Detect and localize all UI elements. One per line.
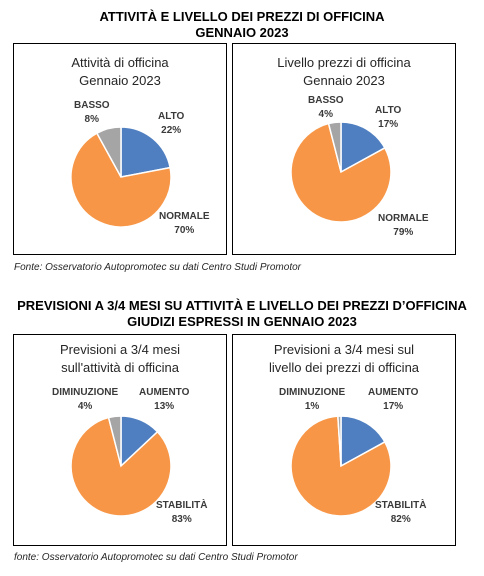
value-label: 4%: [77, 401, 93, 412]
category-label: BASSO: [74, 100, 110, 111]
chart-title: Previsioni a 3/4 mesi sull'attività di o…: [14, 341, 226, 377]
chart-title-line2: livello dei prezzi di officina: [268, 360, 420, 375]
chart-panel-3: Previsioni a 3/4 mesi sull'attività di o…: [13, 334, 227, 546]
category-label: STABILITÀ: [375, 500, 427, 511]
section1-title-line2: GENNAIO 2023: [195, 25, 289, 40]
chart-title: Previsioni a 3/4 mesi sul livello dei pr…: [233, 341, 455, 377]
value-label: 82%: [390, 514, 411, 525]
chart-title-line1: Attività di officina: [71, 55, 169, 70]
category-label: ALTO: [375, 105, 402, 116]
category-label: DIMINUZIONE: [52, 387, 119, 398]
data-label-low: BASSO 8%: [74, 99, 110, 127]
pie-chart: [70, 415, 172, 517]
data-label-stable: STABILITÀ 82%: [375, 499, 426, 527]
pie-slice-third: [327, 121, 342, 173]
data-label-high: ALTO 17%: [375, 104, 401, 132]
chart-panel-2: Livello prezzi di officina Gennaio 2023 …: [232, 43, 456, 255]
section2-title-line2: GIUDIZI ESPRESSI IN GENNAIO 2023: [127, 314, 357, 329]
chart-title-line2: Gennaio 2023: [79, 73, 161, 88]
chart-title: Livello prezzi di officina Gennaio 2023: [233, 54, 455, 90]
data-label-increase: AUMENTO 13%: [139, 386, 189, 414]
category-label: AUMENTO: [139, 387, 190, 398]
category-label: NORMALE: [378, 213, 429, 224]
category-label: NORMALE: [159, 211, 210, 222]
chart-title: Attività di officina Gennaio 2023: [14, 54, 226, 90]
data-label-high: ALTO 22%: [158, 110, 184, 138]
data-label-increase: AUMENTO 17%: [368, 386, 418, 414]
pie-slice-third: [107, 415, 122, 467]
category-label: STABILITÀ: [156, 500, 208, 511]
section2-title: PREVISIONI A 3/4 MESI SU ATTIVITÀ E LIVE…: [0, 298, 484, 330]
category-label: BASSO: [308, 95, 344, 106]
data-label-low: BASSO 4%: [308, 94, 344, 122]
chart-title-line2: Gennaio 2023: [303, 73, 385, 88]
value-label: 8%: [84, 114, 99, 125]
value-label: 1%: [304, 401, 320, 412]
data-label-decrease: DIMINUZIONE 1%: [279, 386, 345, 414]
source-note: Fonte: Osservatorio Autopromotec su dati…: [14, 262, 301, 273]
category-label: DIMINUZIONE: [279, 387, 346, 398]
chart-title-line1: Previsioni a 3/4 mesi: [60, 342, 180, 357]
category-label: ALTO: [158, 111, 185, 122]
value-label: 79%: [393, 227, 414, 238]
value-label: 13%: [154, 401, 175, 412]
chart-title-line2: sull'attività di officina: [61, 360, 179, 375]
value-label: 83%: [171, 514, 192, 525]
data-label-normal: NORMALE 79%: [378, 212, 429, 240]
pie-slice-third: [337, 415, 342, 467]
chart-panel-1: Attività di officina Gennaio 2023 ALTO 2…: [13, 43, 227, 255]
category-label: AUMENTO: [368, 387, 419, 398]
data-label-normal: NORMALE 70%: [159, 210, 210, 238]
pie-slice-first: [120, 126, 171, 178]
value-label: 4%: [318, 109, 333, 120]
pie-slice-second: [290, 122, 392, 223]
source-note: fonte: Osservatorio Autopromotec su dati…: [14, 552, 298, 563]
chart-title-line1: Livello prezzi di officina: [277, 55, 411, 70]
data-label-decrease: DIMINUZIONE 4%: [52, 386, 118, 414]
pie-chart: [290, 415, 392, 517]
pie-slice-second: [290, 415, 392, 517]
data-label-stable: STABILITÀ 83%: [156, 499, 207, 527]
chart-title-line1: Previsioni a 3/4 mesi sul: [273, 342, 415, 357]
value-label: 17%: [383, 401, 404, 412]
pie-slice-second: [70, 416, 172, 517]
chart-panel-4: Previsioni a 3/4 mesi sul livello dei pr…: [232, 334, 456, 546]
pie-slice-second: [70, 132, 172, 228]
value-label: 70%: [174, 225, 195, 236]
section1-title-line1: ATTIVITÀ E LIVELLO DEI PREZZI DI OFFICIN…: [99, 9, 385, 24]
pie-slice-third: [95, 126, 122, 178]
value-label: 22%: [161, 125, 182, 136]
pie-chart: [70, 126, 172, 228]
pie-slice-first: [340, 415, 386, 468]
section2-title-line1: PREVISIONI A 3/4 MESI SU ATTIVITÀ E LIVE…: [17, 298, 467, 313]
pie-chart: [290, 121, 392, 223]
section1-title: ATTIVITÀ E LIVELLO DEI PREZZI DI OFFICIN…: [0, 9, 484, 41]
value-label: 17%: [378, 119, 399, 130]
pie-slice-first: [340, 121, 386, 174]
